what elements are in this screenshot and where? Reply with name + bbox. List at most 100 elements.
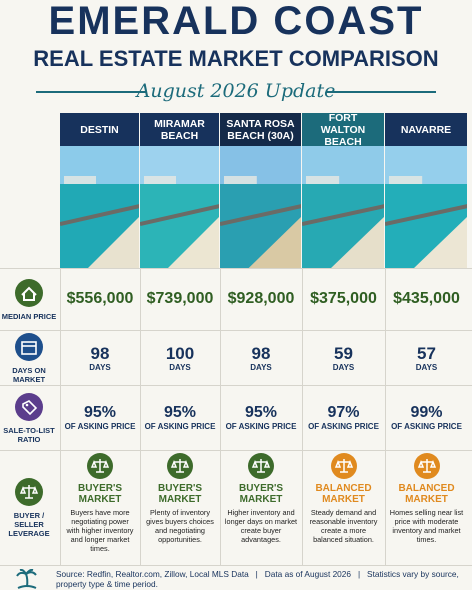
leverage-description: Plenty of inventory gives buyers choices… (146, 508, 214, 544)
column-header: MIRAMAR BEACH (140, 113, 219, 146)
ratio-unit: OF ASKING PRICE (225, 422, 297, 431)
scale-icon (87, 453, 113, 479)
leverage-line: MARKET (78, 494, 122, 505)
leverage: BUYER'S MARKET (239, 483, 283, 505)
leverage-description: Steady demand and reasonable inventory c… (309, 508, 378, 544)
row-line (0, 450, 472, 451)
sale-to-list: 99% (410, 404, 443, 421)
leverage-line: BUYER'S (157, 483, 203, 494)
leverage: BUYER'S MARKET (158, 483, 202, 505)
leverage-line: BALANCED (315, 483, 372, 494)
row-icon (15, 478, 43, 506)
row-label: DAYS ON MARKET (12, 365, 46, 384)
leverage: BALANCED MARKET (315, 483, 371, 505)
days-unit: DAYS (332, 362, 355, 372)
ratio-unit: OF ASKING PRICE (308, 422, 379, 431)
row-label-cell: MEDIAN PRICE (0, 268, 58, 330)
leverage-description: Homes selling near list price with moder… (389, 508, 464, 544)
median-price: $375,000 (310, 290, 377, 307)
scale-icon (413, 453, 440, 479)
days-unit: DAYS (415, 362, 438, 372)
beach-photo (60, 146, 139, 268)
row-label-cell: SALE-TO-LIST RATIO (0, 385, 58, 450)
column-line (220, 268, 221, 565)
days-on-market: 98 (251, 343, 271, 363)
update-label: August 2026 Update (136, 80, 336, 102)
days-cell: 59 DAYS (302, 330, 385, 385)
price-cell: $928,000 (220, 268, 302, 330)
ratio-unit: OF ASKING PRICE (64, 422, 136, 431)
scale-icon (167, 453, 193, 479)
leverage-line: MARKET (405, 494, 448, 505)
price-cell: $556,000 (60, 268, 140, 330)
days-on-market: 98 (90, 343, 110, 363)
leverage-description: Higher inventory and longer days on mark… (224, 508, 298, 544)
days-cell: 57 DAYS (385, 330, 468, 385)
leverage: BALANCED MARKET (398, 483, 454, 505)
column-line (140, 268, 141, 565)
leverage-line: BALANCED (398, 483, 455, 494)
leverage-line: BUYER'S (238, 483, 284, 494)
days-unit: DAYS (169, 362, 191, 372)
row-label: BUYER / SELLER LEVERAGE (8, 511, 50, 538)
days-cell: 98 DAYS (220, 330, 302, 385)
scale-icon (330, 453, 357, 479)
sale-to-list: 95% (163, 404, 197, 421)
price-cell: $375,000 (302, 268, 385, 330)
beach-photo (385, 146, 467, 268)
row-label: SALE-TO-LIST RATIO (3, 425, 55, 444)
column-line (385, 268, 386, 565)
column-header: NAVARRE (385, 113, 467, 146)
ratio-cell: 95% OF ASKING PRICE (220, 385, 302, 450)
ratio-unit: OF ASKING PRICE (391, 422, 462, 431)
leverage-line: MARKET (158, 494, 202, 505)
column-line (60, 268, 61, 565)
leverage-cell: BUYER'S MARKET Plenty of inventory gives b… (140, 452, 220, 562)
date: Data as of August 2026 (264, 569, 352, 579)
source: Source: Redfin, Realtor.com, Zillow, Loc… (56, 569, 249, 579)
row-label: MEDIAN PRICE (1, 311, 57, 321)
beach-photo (302, 146, 384, 268)
column-header: SANTA ROSA BEACH (30A) (220, 113, 301, 146)
column-header: DESTIN (60, 113, 139, 146)
beach-photo (220, 146, 301, 268)
title: EMERALD COAST (48, 0, 424, 43)
divider (326, 91, 436, 93)
row-icon (15, 332, 43, 361)
ratio-cell: 99% OF ASKING PRICE (385, 385, 468, 450)
leverage-line: BUYER'S (77, 483, 123, 494)
leverage: BUYER'S MARKET (78, 483, 122, 505)
days-cell: 98 DAYS (60, 330, 140, 385)
days-unit: DAYS (89, 362, 111, 372)
row-line (0, 330, 472, 331)
leverage-cell: BALANCED MARKET Steady demand and reasonab… (302, 452, 385, 562)
price-cell: $435,000 (385, 268, 468, 330)
ratio-cell: 95% OF ASKING PRICE (140, 385, 220, 450)
beach-photo (140, 146, 219, 268)
median-price: $556,000 (66, 290, 134, 307)
ratio-unit: OF ASKING PRICE (144, 422, 216, 431)
row-line (0, 268, 472, 269)
sale-to-list: 95% (83, 404, 117, 421)
leverage-cell: BUYER'S MARKET Buyers have more negotiatin… (60, 452, 140, 562)
row-icon (15, 278, 43, 307)
subtitle: REAL ESTATE MARKET COMPARISON (33, 46, 439, 71)
palm-icon (16, 569, 37, 589)
days-cell: 100 DAYS (140, 330, 220, 385)
leverage-cell: BALANCED MARKET Homes selling near list pr… (385, 452, 468, 562)
sale-to-list: 97% (327, 404, 360, 421)
days-unit: DAYS (250, 362, 272, 372)
leverage-line: MARKET (239, 494, 283, 505)
days-on-market: 57 (417, 343, 436, 363)
column-header: FORT WALTON BEACH (302, 112, 384, 148)
leverage-line: MARKET (322, 494, 365, 505)
days-on-market: 100 (165, 343, 195, 363)
price-cell: $739,000 (140, 268, 220, 330)
row-icon (15, 392, 43, 421)
leverage-description: Buyers have more negotiating power with … (66, 508, 134, 553)
row-label-cell: BUYER / SELLER LEVERAGE (0, 450, 58, 565)
divider (36, 91, 146, 93)
leverage-cell: BUYER'S MARKET Higher inventory and longer… (220, 452, 302, 562)
days-on-market: 59 (334, 343, 353, 363)
